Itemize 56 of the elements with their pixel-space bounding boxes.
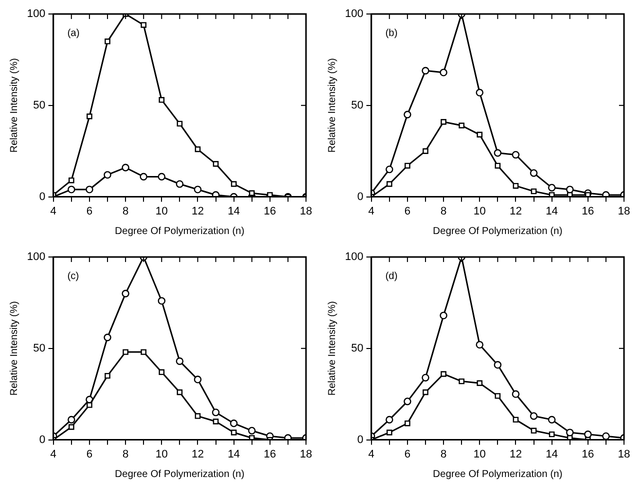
x-tick-label: 6: [86, 448, 93, 460]
y-tick-label: 0: [39, 190, 46, 203]
x-axis-title: Degree Of Polymerization (n): [432, 468, 562, 480]
y-tick-label: 50: [351, 342, 364, 354]
x-axis-title: Degree Of Polymerization (n): [114, 468, 244, 480]
x-tick-label: 4: [50, 448, 56, 460]
x-tick-label: 8: [440, 448, 447, 460]
annotation: (d): [385, 270, 398, 282]
x-axis-title: Degree Of Polymerization (n): [114, 226, 244, 237]
x-tick-label: 10: [156, 205, 168, 218]
x-tick-label: 6: [404, 205, 411, 218]
x-tick-label: 8: [122, 205, 129, 218]
x-tick-label: 12: [192, 448, 204, 460]
x-tick-label: 14: [546, 205, 558, 218]
x-tick-label: 6: [404, 448, 411, 460]
y-tick-label: 100: [344, 8, 364, 20]
x-tick-label: 18: [618, 448, 630, 460]
x-tick-label: 16: [264, 205, 276, 218]
y-axis-title: Relative Intensity (%): [326, 301, 338, 396]
x-tick-label: 16: [264, 448, 276, 460]
x-tick-label: 16: [582, 448, 594, 460]
x-tick-label: 12: [192, 205, 204, 218]
x-tick-label: 14: [228, 448, 240, 460]
x-tick-label: 10: [156, 448, 168, 460]
y-axis-title: Relative Intensity (%): [8, 58, 20, 153]
annotation: (b): [385, 28, 398, 39]
x-tick-label: 8: [440, 205, 447, 218]
x-tick-label: 12: [510, 448, 522, 460]
annotation: (c): [67, 270, 80, 282]
x-tick-label: 18: [300, 205, 312, 218]
x-tick-label: 18: [618, 205, 630, 218]
y-tick-label: 50: [33, 342, 46, 354]
x-tick-label: 16: [582, 205, 594, 218]
y-tick-label: 50: [33, 99, 46, 112]
y-tick-label: 0: [39, 434, 46, 446]
x-tick-label: 4: [368, 205, 374, 218]
x-tick-label: 10: [474, 448, 486, 460]
x-tick-label: 14: [228, 205, 240, 218]
y-tick-label: 0: [357, 434, 364, 446]
y-axis-title: Relative Intensity (%): [326, 58, 338, 153]
y-axis-title: Relative Intensity (%): [8, 301, 20, 396]
x-tick-label: 12: [510, 205, 522, 218]
annotation: (a): [67, 28, 80, 39]
x-tick-label: 10: [474, 205, 486, 218]
x-tick-label: 14: [546, 448, 558, 460]
x-tick-label: 4: [368, 448, 374, 460]
y-tick-label: 100: [344, 251, 364, 264]
x-axis-title: Degree Of Polymerization (n): [432, 226, 562, 237]
y-tick-label: 100: [26, 8, 46, 20]
y-tick-label: 100: [26, 251, 46, 264]
x-tick-label: 18: [300, 448, 312, 460]
y-tick-label: 0: [357, 190, 364, 203]
x-tick-label: 4: [50, 205, 56, 218]
y-tick-label: 50: [351, 99, 364, 112]
x-tick-label: 6: [86, 205, 93, 218]
x-tick-label: 8: [122, 448, 129, 460]
